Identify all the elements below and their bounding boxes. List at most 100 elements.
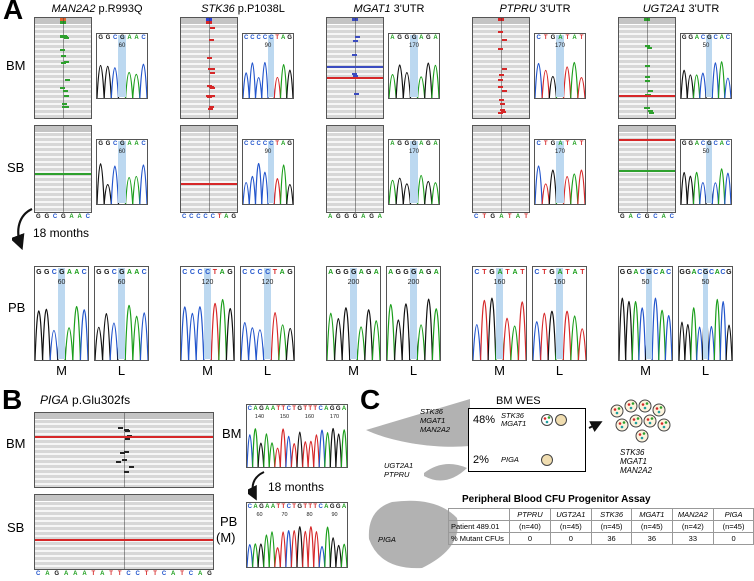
mutation-dot [638, 433, 642, 436]
trace-peak [725, 173, 731, 204]
base-letter: G [426, 269, 432, 276]
base-letter: G [404, 141, 410, 147]
trace-peak [694, 75, 700, 98]
trace-column: G G A C G C A C 50 G G A C G C A C 50 [680, 17, 732, 222]
trace-peak [43, 309, 51, 360]
trace-peak [549, 170, 556, 204]
base-letter: G [335, 504, 341, 510]
base-letter: C [189, 269, 195, 276]
base-letter: T [276, 504, 281, 510]
base-letter: C [247, 504, 253, 510]
assay-value-cell: 36 [631, 532, 673, 545]
variant-allele-tick [62, 103, 68, 106]
variant-site-line [355, 18, 356, 118]
sanger-trace-sb: G G A C G C A C 50 [680, 139, 732, 205]
trace-peak [694, 172, 700, 204]
base-letter: G [369, 214, 374, 220]
base-letter: A [265, 406, 270, 412]
mutation-dot [660, 422, 664, 425]
trace-peak [189, 313, 197, 360]
row-label-bm: BM [6, 436, 26, 451]
base-letter: A [127, 141, 132, 147]
trace-peak [535, 166, 542, 204]
trace-position: 170 [408, 149, 419, 155]
base-letter: T [565, 141, 570, 147]
trace-peak [564, 177, 571, 204]
variant-allele-tick [497, 48, 503, 51]
coverage-variant-segment [60, 18, 66, 21]
trace-peak [281, 65, 287, 98]
arrow-18-months-label: 18 months [33, 226, 90, 240]
trace-peak [365, 310, 373, 360]
base-letter: T [520, 269, 525, 276]
trace-peak [249, 63, 255, 98]
trace-peak [578, 329, 586, 360]
trace-peak [111, 68, 118, 98]
variant-allele-tick [64, 79, 70, 82]
base-letter: G [54, 571, 60, 577]
trace-position: 160 [493, 279, 506, 286]
mutation-dot [648, 421, 652, 425]
variant-allele-tick [497, 112, 503, 115]
clone-row: 48% STK36 MGAT1 [473, 412, 581, 428]
trace-peak [564, 67, 571, 98]
read-boundary-line [619, 94, 675, 97]
base-letter: T [542, 269, 547, 276]
base-letter: A [719, 141, 724, 147]
trace-peak [681, 70, 687, 98]
trace-peak [243, 73, 249, 98]
igv-pileup-sb [34, 125, 92, 213]
cell-icon [541, 454, 553, 466]
variant-allele-tick [62, 34, 68, 37]
sanger-trace-pb-m: G G A C G C A C 50 [618, 266, 673, 361]
variant-allele-tick [209, 105, 215, 108]
trace-peak [256, 163, 262, 204]
gene-title: PTPRU 3'UTR [462, 2, 608, 17]
assay-mutant-label: % Mutant CFUs [447, 532, 511, 545]
base-letter: G [227, 269, 233, 276]
variant-allele-tick [62, 89, 68, 92]
base-letter: C [243, 141, 249, 147]
variant-allele-tick [206, 95, 212, 98]
variant-site-line [647, 126, 648, 212]
trace-peak [126, 73, 133, 99]
base-letter: G [287, 269, 293, 276]
assay-mutant-row: % Mutant CFUs 0 0 36 36 33 0 [447, 532, 754, 545]
trace-peak [181, 307, 189, 360]
igv-pileup-bm [326, 17, 384, 119]
trace-column: A G G G A G A 170 A G G G A G A 170 [388, 17, 440, 222]
trace-peak [140, 64, 147, 98]
assay-gene-header: UGT2A1 [549, 508, 593, 521]
base-letter: T [313, 504, 318, 510]
trace-column: G G C G A A C 60 G G C G A A C 60 [96, 17, 148, 222]
base-letter: A [373, 269, 379, 276]
panel-a: A BM SB PB 18 months MAN2A2 p.R993Q G G C G A A… [3, 0, 733, 378]
trace-position: 80 [306, 512, 313, 518]
gene-variant: p.P1038L [237, 3, 285, 15]
igv-pileup-bm [618, 17, 676, 119]
base-letter: T [117, 571, 122, 577]
base-letter: C [189, 214, 194, 220]
trace-peak [659, 310, 666, 360]
pb-trace-cell: C C C C T A G 120 L [240, 266, 295, 378]
pb-trace-cell: C T G A T A T 160 L [532, 266, 587, 378]
base-letter: A [45, 571, 50, 577]
trace-peak [533, 322, 541, 360]
sanger-trace-bm: C T G A T A T 170 [534, 33, 586, 99]
base-letter: A [714, 269, 720, 276]
gene-title: MAN2A2 p.R993Q [24, 2, 170, 17]
gene-variant: 3'UTR [539, 3, 571, 15]
trace-peak [308, 441, 314, 467]
trace-peak [280, 429, 286, 467]
trace-peak [258, 443, 264, 467]
variant-allele-tick [59, 48, 65, 51]
cell-icon [643, 414, 657, 428]
base-letter: A [691, 269, 697, 276]
base-letter: A [77, 214, 82, 220]
